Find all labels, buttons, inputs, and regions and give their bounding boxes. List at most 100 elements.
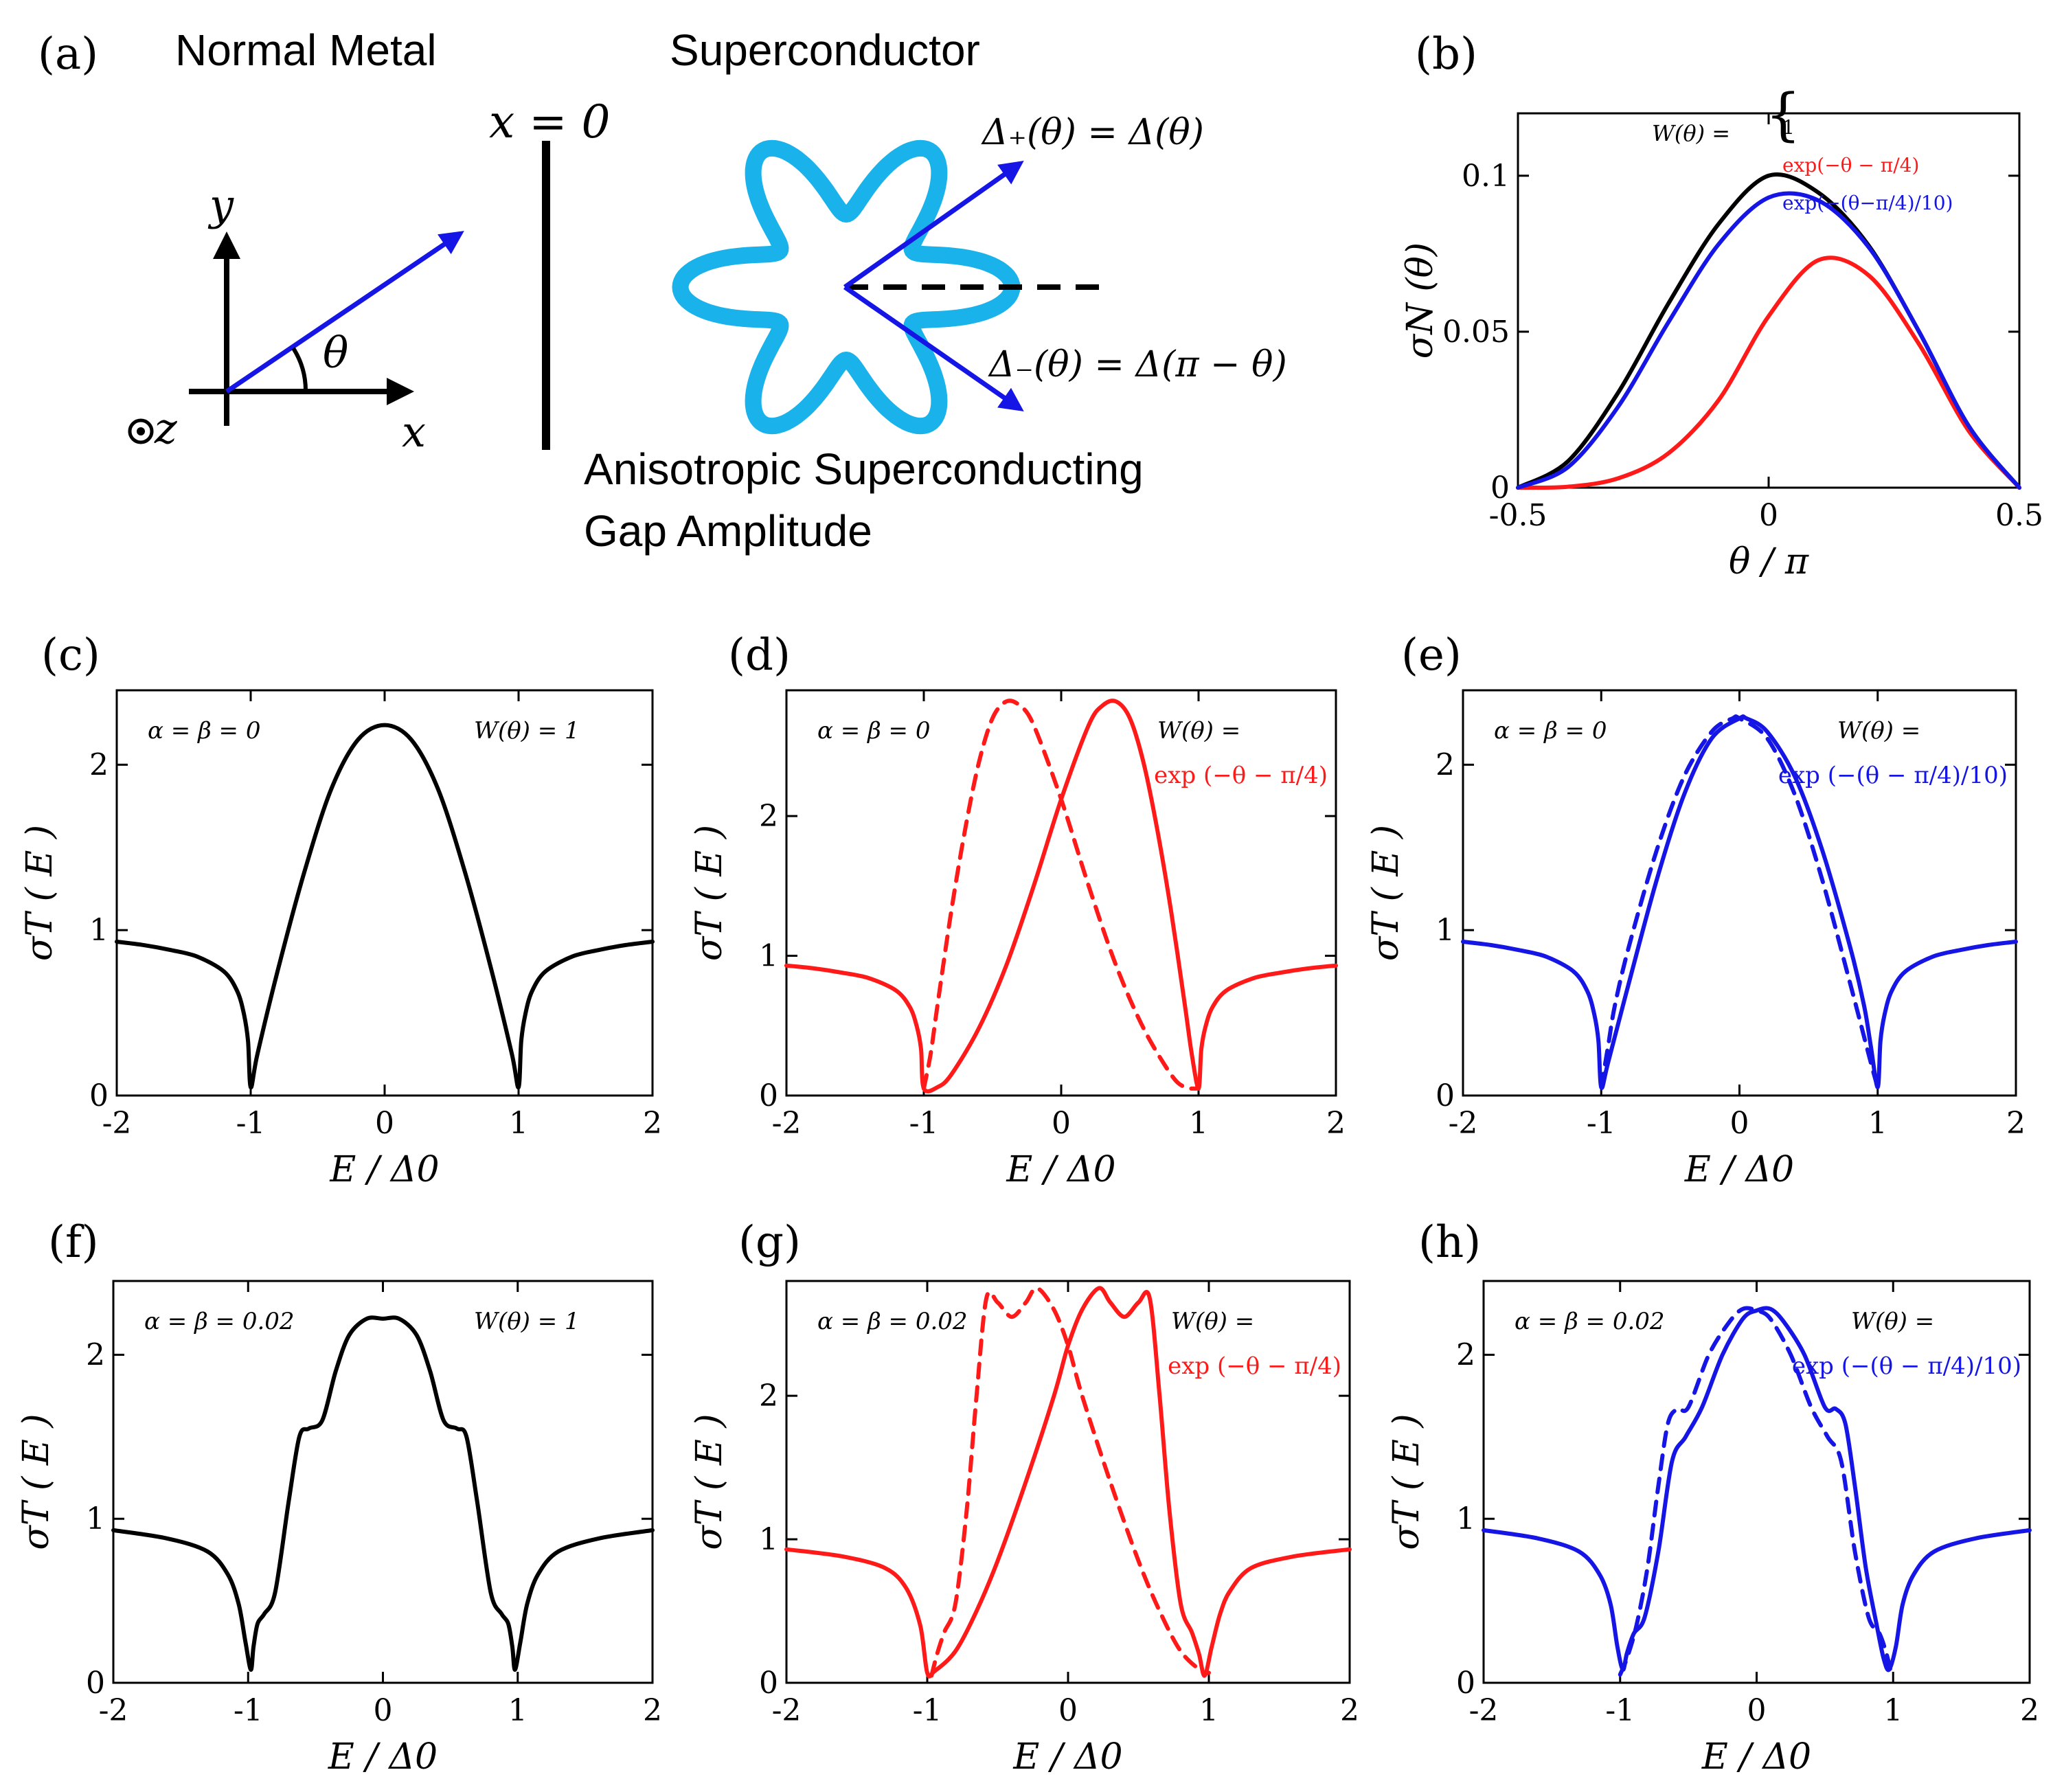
chart-c: (c) -2 -1 0 1 2 0 1 2 E / Δ0 σT ( E ) α = β = 0 W(θ)… [19,630,662,1190]
chart-d: (d) -2 -1 0 1 2 0 1 2 E / Δ0 σT ( E ) α = β = 0 W(θ)… [689,630,1346,1190]
chart-d-xtick-label: -1 [909,1106,939,1141]
plot-panels: (b)-0.5 0 0.500.050.1θ / πσN (θ)W(θ) = {1ex… [16,29,2043,1778]
chart-f: (f) -2 -1 0 1 2 0 1 2 E / Δ0 σT ( E ) α = β = 0.02 W… [16,1217,662,1778]
chart-b-legend-brace: { [1765,82,1801,148]
chart-d-series-dashed-1 [922,699,1201,1091]
delta-minus-label: Δ₋(θ) = Δ(π − θ) [988,344,1287,385]
chart-c-wtitle: W(θ) = 1 [474,717,580,745]
chart-c-xtick-label: 2 [643,1106,662,1141]
chart-b-series-solid-2 [1516,191,2021,490]
chart-g-xtick-label: 0 [1058,1693,1078,1728]
normal-metal-label: Normal Metal [175,25,437,75]
chart-h-ytick-label: 1 [1456,1501,1475,1536]
chart-f-frame [112,1280,654,1684]
chart-b-xlabel: θ / π [1729,541,1809,582]
chart-g-series-dashed-1 [929,1286,1211,1678]
z-axis-label: z [154,403,177,453]
chart-c-xlabel: E / Δ0 [329,1149,439,1190]
chart-b-xtick-label: -0.5 [1489,498,1547,533]
z-axis-dot-center [137,427,145,435]
chart-f-ytick-label: 2 [86,1337,105,1372]
chart-g-ytick-label: 1 [759,1522,778,1557]
chart-g-xlabel: E / Δ0 [1012,1736,1122,1778]
chart-f-xlabel: E / Δ0 [328,1736,438,1778]
chart-d-param: α = β = 0 [817,717,930,745]
chart-f-xtick-label: -1 [234,1693,263,1728]
chart-d-wexpr: exp (−θ − π/4) [1154,762,1328,789]
z-axis-dot-icon [128,418,154,444]
chart-c-xtick-label: 1 [509,1106,528,1141]
chart-e-param: α = β = 0 [1494,717,1607,745]
chart-e-ylabel: σT ( E ) [1365,825,1407,961]
chart-c-ylabel: σT ( E ) [19,825,60,961]
chart-e-series-dashed-1 [1599,714,1880,1089]
chart-g-xtick-label: 1 [1199,1693,1218,1728]
chart-d-ylabel: σT ( E ) [689,825,730,961]
chart-f-ylabel: σT ( E ) [16,1414,57,1550]
chart-g-xtick-label: -1 [913,1693,942,1728]
chart-b-ytick-label: 0 [1490,470,1510,506]
chart-f-xtick-label: 1 [508,1693,528,1728]
theta-label: θ [323,328,348,378]
chart-f-xtick-label: -2 [99,1693,128,1728]
chart-c-frame [115,689,654,1097]
chart-b-legend-entry: exp(−(θ−π/4)/10) [1782,192,1953,214]
chart-g-tag: (g) [738,1217,801,1268]
x-axis-label: x [402,407,426,457]
chart-g-xtick-label: -2 [772,1693,802,1728]
chart-e-series-solid-0 [1461,714,2018,1090]
chart-d-xtick-label: 2 [1326,1106,1346,1141]
gap-caption-line1: Anisotropic Superconducting [584,444,1144,494]
chart-h: (h) -2 -1 0 1 2 0 1 2 E / Δ0 σT ( E ) α = β = 0.02 W… [1386,1217,2039,1778]
chart-c-ytick-label: 2 [89,747,109,782]
chart-h-xlabel: E / Δ0 [1701,1736,1811,1778]
chart-h-series-dashed-1 [1618,1306,1893,1677]
chart-e-xtick-label: 1 [1868,1106,1887,1141]
chart-e-xtick-label: -1 [1587,1106,1616,1141]
incident-wave-arrow [225,231,464,394]
chart-c-xtick-label: 0 [375,1106,394,1141]
superconductor-label: Superconductor [670,25,980,75]
chart-b-xtick-label: 0.5 [1995,498,2043,533]
chart-b-ytick-label: 0.1 [1462,159,1510,194]
chart-g-xtick-label: 2 [1340,1693,1359,1728]
chart-b-tag: (b) [1415,29,1477,80]
chart-g-ytick-label: 0 [759,1666,778,1701]
chart-d-xtick-label: 0 [1052,1106,1071,1141]
chart-b-legend-title: W(θ) = [1652,120,1730,146]
y-axis-label: y [207,180,234,230]
theta-angle-arc [291,347,308,392]
chart-d-ytick-label: 1 [759,939,778,974]
chart-f-tag: (f) [48,1217,99,1268]
chart-b-series-solid-1 [1516,256,2021,490]
chart-b-ylabel: σN (θ) [1400,242,1441,359]
chart-h-ytick-label: 0 [1456,1666,1475,1701]
delta-plus-label: Δ₊(θ) = Δ(θ) [981,112,1204,153]
chart-h-frame [1482,1280,2031,1684]
chart-h-param: α = β = 0.02 [1515,1308,1665,1335]
chart-h-xtick-label: 0 [1747,1693,1767,1728]
chart-f-ytick-label: 1 [86,1501,105,1536]
panel-a-schematic: (a) Normal Metal Superconductor y x z θ … [38,25,1287,556]
chart-g: (g) -2 -1 0 1 2 0 1 2 E / Δ0 σT ( E ) α = β = 0.02 W… [689,1217,1359,1778]
chart-e-ytick-label: 0 [1436,1078,1455,1113]
chart-e-tag: (e) [1401,630,1462,681]
chart-e-xtick-label: 2 [2006,1106,2026,1141]
chart-c-tag: (c) [41,630,100,681]
gap-caption-line2: Gap Amplitude [584,506,872,556]
chart-e-frame [1462,689,2017,1097]
chart-d-ytick-label: 2 [759,799,778,834]
chart-e-ytick-label: 2 [1436,747,1455,782]
chart-g-wexpr: exp (−θ − π/4) [1168,1352,1341,1380]
chart-d-wtitle: W(θ) = [1157,717,1240,745]
chart-f-xtick-label: 2 [643,1693,662,1728]
chart-h-tag: (h) [1418,1217,1481,1268]
chart-e-xtick-label: -2 [1449,1106,1478,1141]
chart-g-wtitle: W(θ) = [1171,1308,1254,1335]
chart-h-xtick-label: -2 [1469,1693,1499,1728]
chart-g-series-solid-0 [784,1286,1352,1679]
chart-e-wtitle: W(θ) = [1837,717,1920,745]
interface-label: x = 0 [489,95,610,148]
chart-h-xtick-label: 1 [1883,1693,1903,1728]
